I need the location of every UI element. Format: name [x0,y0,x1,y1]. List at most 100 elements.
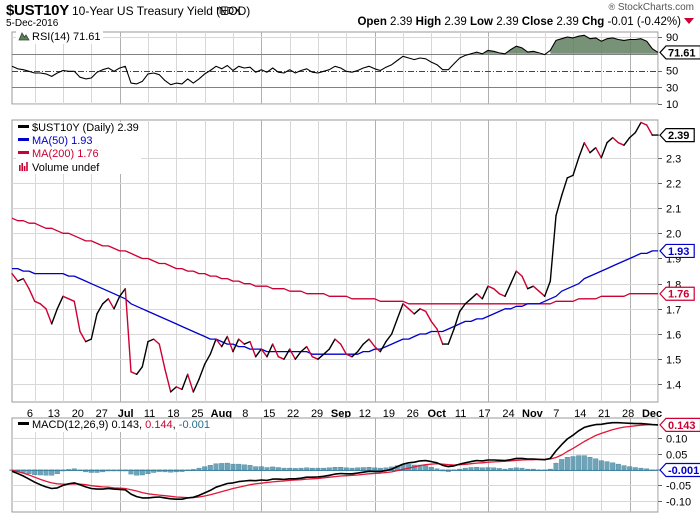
macd-histogram-bar [94,469,100,473]
price-segment [169,386,178,393]
macd-histogram-bar [355,467,361,470]
price-segment [487,285,495,290]
price-segment [532,285,540,292]
macd-histogram-bar [230,463,236,470]
price-segment [549,214,557,282]
macd-histogram-bar [559,459,565,470]
macd-histogram-bar [530,468,536,470]
price-segment [237,338,246,345]
price-segment [130,371,138,375]
quote-bar: Open 2.39 High 2.39 Low 2.39 Close 2.39 … [357,16,694,28]
price-segment [294,350,302,360]
macd-tag: 0.143 [659,417,700,432]
price-segment [464,298,472,305]
macd-y-tick: 0.10 [666,434,687,446]
legend-price[interactable]: $UST10Y (Daily) 2.39 [18,122,139,135]
price-segment [391,318,398,335]
price-segment [328,338,336,350]
macd-histogram-bar [598,460,604,470]
x-axis-tick: Dec [642,408,662,420]
macd-histogram-bar [258,466,264,470]
x-axis-tick: Aug [211,408,232,420]
price-segment [124,287,132,373]
legend-ma200[interactable]: MA(200) 1.76 [18,148,139,161]
price-segment [96,303,104,315]
price-segment [67,298,76,303]
macd-histogram-bar [576,455,582,470]
svg-text:1.76: 1.76 [668,289,689,301]
legend-volume[interactable]: Volume undef [18,161,139,174]
x-axis-tick: 11 [144,408,155,420]
macd-legend: MACD(12,26,9) 0.143, 0.144, -0.001 [16,419,212,432]
close-value: 2.39 [556,16,579,28]
macd-histogram-bar [71,468,77,470]
macd-histogram-bar [508,468,514,470]
ma50-legend-label: MA(50) [32,135,69,147]
macd-y-tick: -0.10 [666,497,691,509]
price-segment [118,287,127,298]
price-segment [277,355,285,360]
high-value: 2.39 [444,16,467,28]
x-axis-tick: 12 [359,408,371,420]
high-label: High [415,16,442,28]
price-segment [436,328,444,345]
macd-histogram-bar [207,465,213,470]
rsi-value-tag: 71.61 [659,45,700,60]
svg-text:0.143: 0.143 [668,420,696,432]
chart-header: $UST10Y 10-Year US Treasury Yield (EOD) … [0,0,700,29]
macd-histogram-bar [54,469,60,475]
macd-histogram-bar [196,467,202,470]
price-segment [84,338,93,343]
macd-plot: 0.10 0.05 -0.05 -0.10 0.143 -0.001 [9,417,700,513]
price-y-tick: 2.1 [666,204,681,216]
macd-histogram-bar [281,467,287,470]
macd-hist-tag: -0.001 [659,462,700,478]
macd-histogram-bar [298,467,304,470]
rsi-legend: RSI(14) 71.61 [16,30,103,44]
x-axis-tick: 11 [455,408,466,420]
macd-histogram-bar [644,468,650,470]
price-segment [22,277,30,290]
macd-histogram-bar [32,469,38,475]
price-segment [28,287,36,303]
x-axis-tick: 22 [287,408,299,420]
price-segment [498,292,506,298]
macd-histogram-bar [264,467,270,470]
price-segment [135,366,144,375]
macd-y-tick: -0.05 [666,481,691,493]
price-segment [141,340,149,368]
ma200-line-swatch-icon [18,151,29,154]
price-segment [220,335,229,348]
macd-histogram-bar [145,469,151,475]
rsi-legend-label: RSI(14) [32,31,70,43]
price-segment [385,333,393,343]
macd-histogram-bar [525,468,531,470]
price-segment [578,142,585,159]
x-axis-tick: 13 [48,408,60,420]
macd-histogram-bar [366,467,372,470]
price-y-tick: 1.4 [666,380,681,392]
legend-ma50[interactable]: MA(50) 1.93 [18,135,139,148]
macd-histogram-bar [321,467,327,470]
price-segment [566,174,574,179]
price-segment [45,308,53,325]
price-segment [589,147,597,154]
price-segment [481,285,489,300]
svg-text:-0.001: -0.001 [668,465,699,477]
macd-histogram-bar [139,469,145,476]
low-value: 2.39 [496,16,519,28]
macd-histogram-bar [621,465,627,470]
open-label: Open [357,16,387,28]
price-line-swatch-icon [18,125,29,128]
macd-histogram-bar [423,465,429,470]
price-segment [402,303,410,310]
price-segment [340,343,347,355]
price-segment [147,338,155,343]
x-axis-tick: Jul [118,408,134,420]
price-segment [453,310,461,330]
price-segment [73,300,81,333]
price-segment [175,386,183,391]
price-segment [56,295,64,310]
symbol-ticker[interactable]: $UST10Y [6,2,69,19]
price-segment [101,298,110,305]
